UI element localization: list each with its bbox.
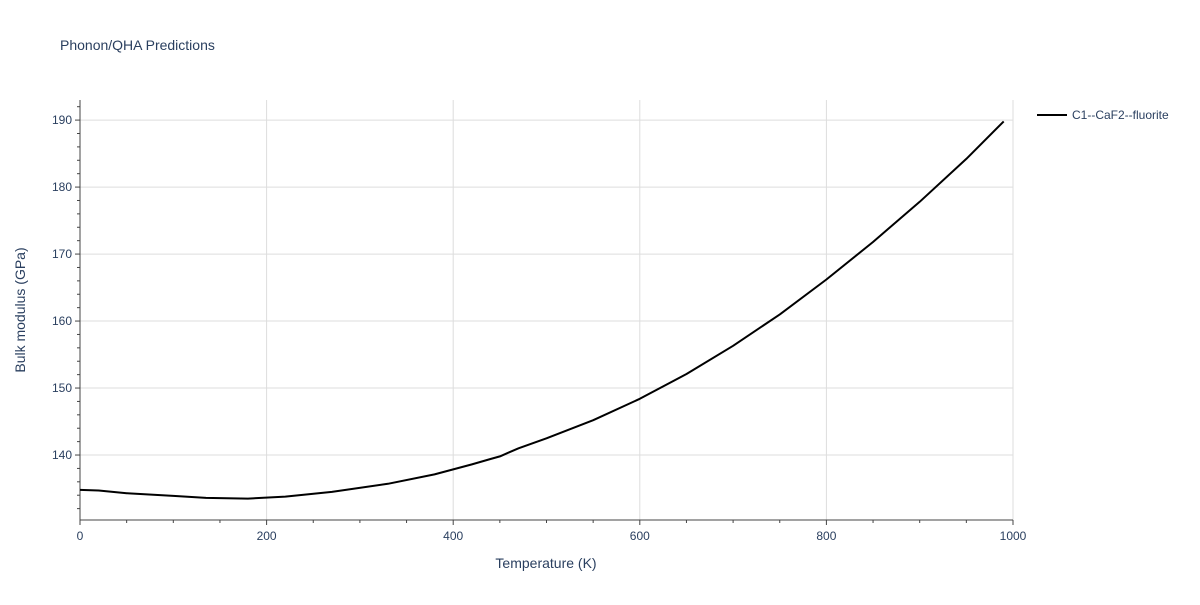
y-tick-label: 150 <box>52 381 72 395</box>
x-tick-label: 400 <box>443 529 463 543</box>
x-tick-label: 600 <box>630 529 650 543</box>
y-tick-label: 180 <box>52 180 72 194</box>
x-axis-ticks: 0 200 400 600 800 1000 <box>77 520 1027 543</box>
legend-item-label: C1--CaF2--fluorite <box>1072 108 1169 122</box>
y-axis-title: Bulk modulus (GPa) <box>12 247 28 372</box>
x-tick-label: 1000 <box>1000 529 1027 543</box>
y-axis-ticks: 140 150 160 170 180 190 <box>52 106 80 510</box>
x-axis-title: Temperature (K) <box>495 555 596 571</box>
y-tick-label: 190 <box>52 113 72 127</box>
series-line-0 <box>79 120 1005 500</box>
x-tick-label: 200 <box>257 529 277 543</box>
y-tick-label: 140 <box>52 448 72 462</box>
y-tick-label: 170 <box>52 247 72 261</box>
series-layer <box>79 120 1005 500</box>
x-tick-label: 800 <box>816 529 836 543</box>
y-tick-label: 160 <box>52 314 72 328</box>
chart-title: Phonon/QHA Predictions <box>60 37 215 53</box>
x-tick-label: 0 <box>77 529 84 543</box>
grid-layer <box>80 100 1014 520</box>
legend[interactable]: C1--CaF2--fluorite <box>1037 108 1169 122</box>
